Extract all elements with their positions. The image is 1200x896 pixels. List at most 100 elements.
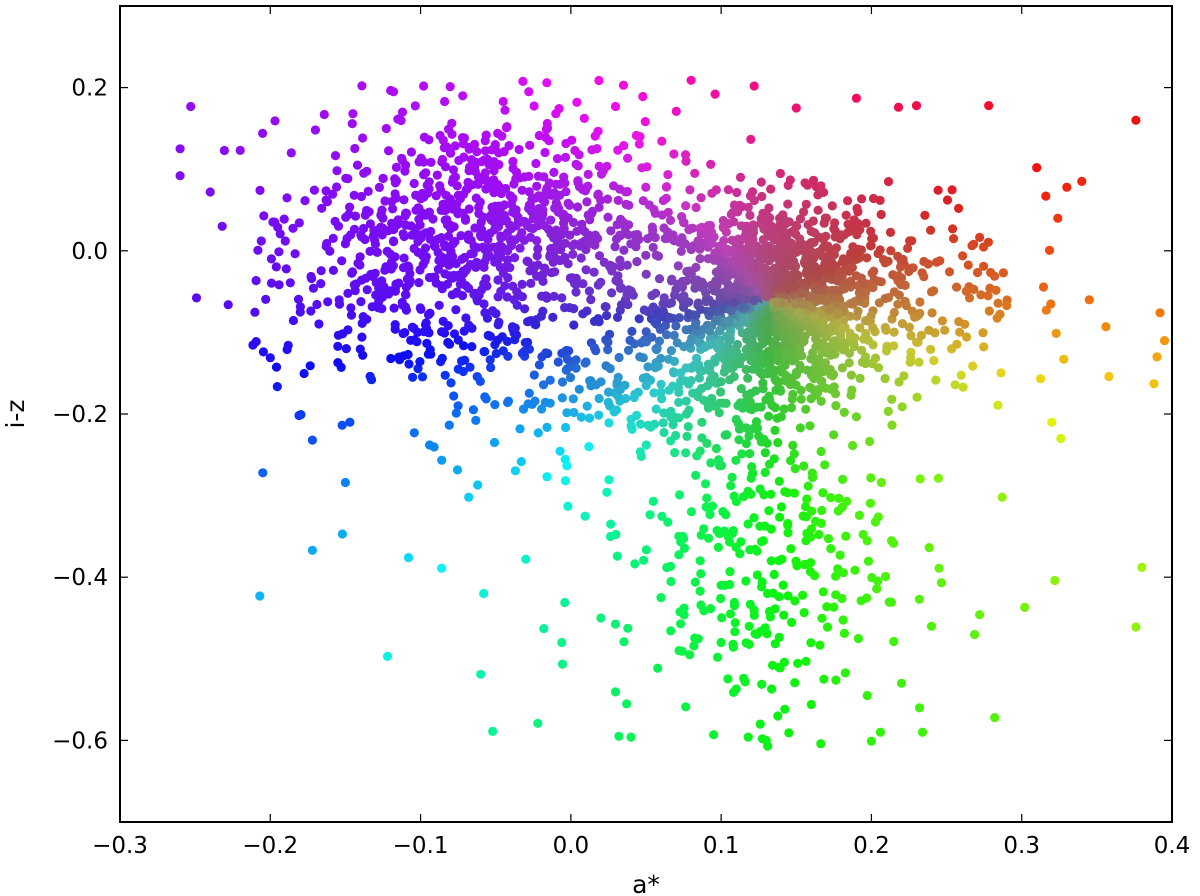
- data-point-cloud: [424, 135, 434, 145]
- data-point-cloud: [984, 306, 994, 316]
- data-point-cloud: [676, 238, 687, 248]
- data-point-cloud: [455, 279, 465, 289]
- data-point-cloud: [829, 602, 839, 612]
- data-point-cloud: [775, 168, 786, 179]
- data-point-cloud: [573, 176, 583, 186]
- data-point-cloud: [761, 264, 771, 274]
- data-point-cloud: [790, 464, 800, 474]
- data-point-cloud: [436, 233, 446, 243]
- data-point-cloud: [831, 590, 841, 600]
- data-point-cloud: [317, 203, 327, 213]
- data-point-cloud: [857, 194, 867, 204]
- data-point-cloud: [493, 128, 503, 138]
- data-point-cloud: [414, 214, 424, 224]
- data-point-cloud: [950, 380, 960, 390]
- data-point-cloud: [897, 402, 907, 412]
- data-point: [709, 730, 719, 740]
- data-point-cloud: [471, 262, 481, 272]
- data-point-cloud: [748, 468, 758, 478]
- data-point-cloud: [926, 344, 936, 354]
- data-point-cloud: [787, 617, 797, 628]
- data-point-cloud: [952, 282, 962, 292]
- data-point-cloud: [696, 569, 706, 579]
- data-point-cloud: [391, 176, 402, 186]
- data-point-cloud: [741, 576, 751, 586]
- data-point-cloud: [359, 168, 369, 178]
- data-point-cloud: [768, 660, 778, 670]
- data-point-cloud: [650, 363, 660, 373]
- data-point-cloud: [746, 388, 756, 398]
- data-point-cloud: [416, 194, 426, 204]
- data-point-cloud: [703, 399, 713, 410]
- data-point-cloud: [582, 197, 592, 207]
- data-point-cloud: [931, 375, 941, 385]
- data-point-cloud: [562, 408, 572, 418]
- data-point-cloud: [506, 199, 517, 210]
- data-point-cloud: [366, 375, 377, 385]
- data-point-cloud: [458, 139, 468, 149]
- data-point-cloud: [372, 247, 382, 257]
- data-point-cloud: [725, 579, 735, 590]
- data-point-cloud: [524, 171, 534, 181]
- data-point-cloud: [635, 419, 646, 429]
- data-point-cloud: [494, 317, 504, 327]
- data-point-cloud: [626, 421, 636, 431]
- data-point-cloud: [807, 472, 818, 482]
- data-point-cloud: [716, 580, 726, 590]
- data-point-cloud: [732, 187, 742, 198]
- data-point-cloud: [823, 534, 834, 544]
- data-point-cloud: [668, 367, 679, 377]
- data-point: [926, 621, 937, 631]
- data-point-cloud: [889, 341, 899, 351]
- data-point-cloud: [534, 191, 544, 201]
- data-point-cloud: [527, 194, 537, 204]
- data-point-cloud: [668, 420, 678, 430]
- data-point-cloud: [875, 245, 885, 255]
- data-point-cloud: [841, 210, 851, 220]
- data-point-cloud: [782, 241, 792, 251]
- data-point-cloud: [446, 250, 456, 260]
- data-point-cloud: [306, 271, 316, 282]
- data-point-cloud: [849, 297, 859, 307]
- data-point-cloud: [525, 266, 535, 276]
- data-point: [1131, 622, 1141, 632]
- data-point-cloud: [388, 204, 398, 214]
- data-point-cloud: [747, 187, 758, 197]
- y-tick-label: −0.2: [52, 402, 108, 428]
- data-point-cloud: [400, 166, 410, 176]
- x-axis-label: a*: [632, 870, 660, 896]
- data-point-cloud: [417, 372, 428, 382]
- data-point-cloud: [714, 408, 724, 418]
- data-point-cloud: [929, 356, 939, 366]
- data-point-cloud: [510, 235, 520, 245]
- data-point: [1056, 433, 1066, 444]
- data-point: [382, 651, 393, 662]
- data-point-cloud: [801, 199, 811, 209]
- data-point-cloud: [809, 237, 819, 247]
- data-point-cloud: [799, 608, 809, 618]
- data-point-cloud: [801, 268, 811, 278]
- data-point-cloud: [872, 584, 882, 594]
- data-point-cloud: [961, 286, 971, 296]
- data-point: [464, 492, 474, 502]
- data-point-cloud: [861, 218, 871, 228]
- data-point: [584, 442, 594, 452]
- data-point-cloud: [672, 338, 682, 348]
- data-point-cloud: [769, 569, 779, 580]
- data-point: [618, 80, 629, 90]
- data-point-cloud: [955, 327, 965, 337]
- data-point: [818, 587, 828, 597]
- data-point-cloud: [790, 299, 800, 309]
- data-point-cloud: [439, 240, 450, 250]
- data-point-cloud: [518, 76, 528, 86]
- data-point-cloud: [786, 403, 797, 413]
- data-point-cloud: [862, 593, 872, 603]
- data-point-cloud: [944, 267, 955, 277]
- data-point-cloud: [868, 323, 878, 333]
- data-point-cloud: [844, 358, 854, 368]
- data-point: [749, 81, 759, 91]
- data-point-cloud: [605, 262, 615, 272]
- data-point-cloud: [860, 352, 871, 362]
- data-point-cloud: [737, 449, 747, 459]
